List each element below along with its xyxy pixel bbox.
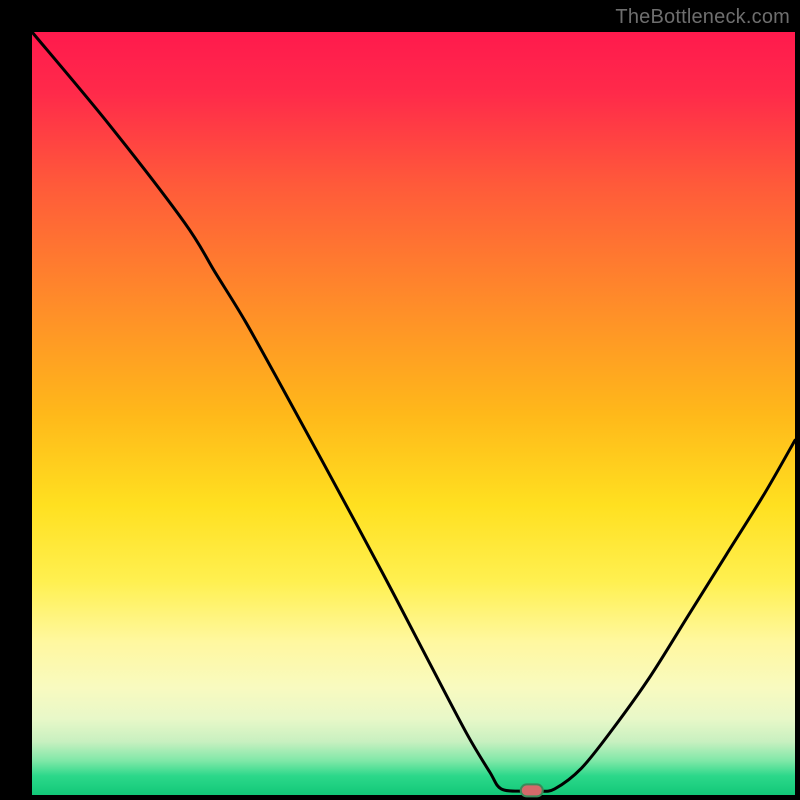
optimal-point-marker <box>521 784 543 796</box>
bottleneck-chart <box>0 0 800 800</box>
watermark-text: TheBottleneck.com <box>615 6 790 29</box>
frame-bottom <box>0 795 800 800</box>
plot-background <box>32 32 795 795</box>
frame-right <box>795 0 800 800</box>
frame-left <box>0 0 32 800</box>
chart-frame: TheBottleneck.com <box>0 0 800 800</box>
